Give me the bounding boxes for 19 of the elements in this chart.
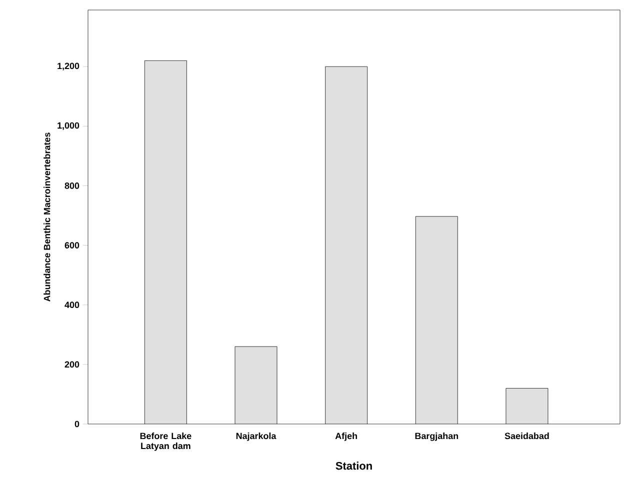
y-tick-label: 800 — [64, 182, 80, 189]
y-tick-label: 1,200 — [58, 62, 80, 70]
bar — [506, 388, 548, 424]
x-tick-label: Najarkola — [236, 432, 276, 441]
x-tick-label: Afjeh — [335, 432, 357, 441]
x-tick-label: Saeidabad — [504, 432, 549, 440]
x-tick-label: Bargjahan — [415, 432, 458, 441]
x-tick-label: Before Lake Latyan dam — [140, 432, 192, 451]
y-tick-label: 0 — [74, 420, 80, 428]
bar — [415, 216, 458, 424]
bar — [144, 60, 187, 424]
bar — [234, 346, 278, 424]
y-tick-label: 1,000 — [58, 122, 80, 130]
x-axis-title: Station — [336, 462, 372, 470]
y-tick-label: 200 — [64, 361, 80, 368]
bar — [325, 66, 368, 424]
y-tick-label: 600 — [64, 242, 80, 248]
y-tick-label: 400 — [64, 302, 80, 308]
y-axis-title: Abundance Benthic Macroinvertebrates — [44, 132, 50, 302]
